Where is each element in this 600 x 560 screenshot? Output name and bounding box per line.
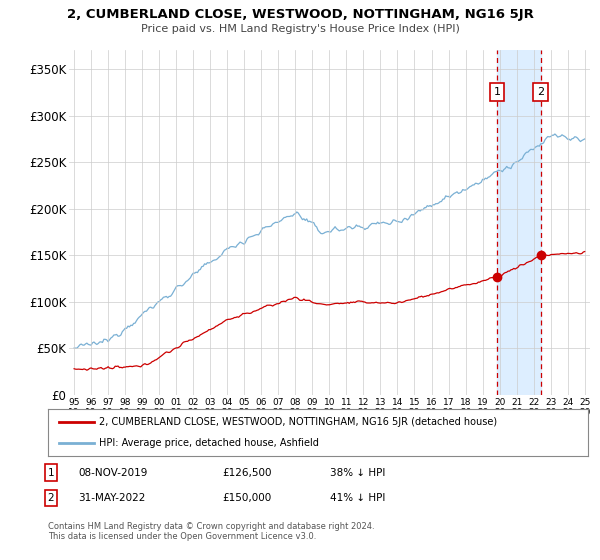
Text: 2, CUMBERLAND CLOSE, WESTWOOD, NOTTINGHAM, NG16 5JR (detached house): 2, CUMBERLAND CLOSE, WESTWOOD, NOTTINGHA… (100, 417, 497, 427)
Text: £150,000: £150,000 (222, 493, 271, 503)
Text: £126,500: £126,500 (222, 468, 271, 478)
Text: 1: 1 (47, 468, 55, 478)
Text: 1: 1 (494, 87, 500, 97)
Text: 41% ↓ HPI: 41% ↓ HPI (330, 493, 385, 503)
Text: 31-MAY-2022: 31-MAY-2022 (78, 493, 145, 503)
Text: Price paid vs. HM Land Registry's House Price Index (HPI): Price paid vs. HM Land Registry's House … (140, 24, 460, 34)
Text: 2: 2 (537, 87, 544, 97)
Text: 38% ↓ HPI: 38% ↓ HPI (330, 468, 385, 478)
Text: HPI: Average price, detached house, Ashfield: HPI: Average price, detached house, Ashf… (100, 438, 319, 448)
Text: 2, CUMBERLAND CLOSE, WESTWOOD, NOTTINGHAM, NG16 5JR: 2, CUMBERLAND CLOSE, WESTWOOD, NOTTINGHA… (67, 8, 533, 21)
Text: Contains HM Land Registry data © Crown copyright and database right 2024.
This d: Contains HM Land Registry data © Crown c… (48, 522, 374, 542)
Text: 08-NOV-2019: 08-NOV-2019 (78, 468, 148, 478)
Text: 2: 2 (47, 493, 55, 503)
Bar (497, 50, 541, 395)
